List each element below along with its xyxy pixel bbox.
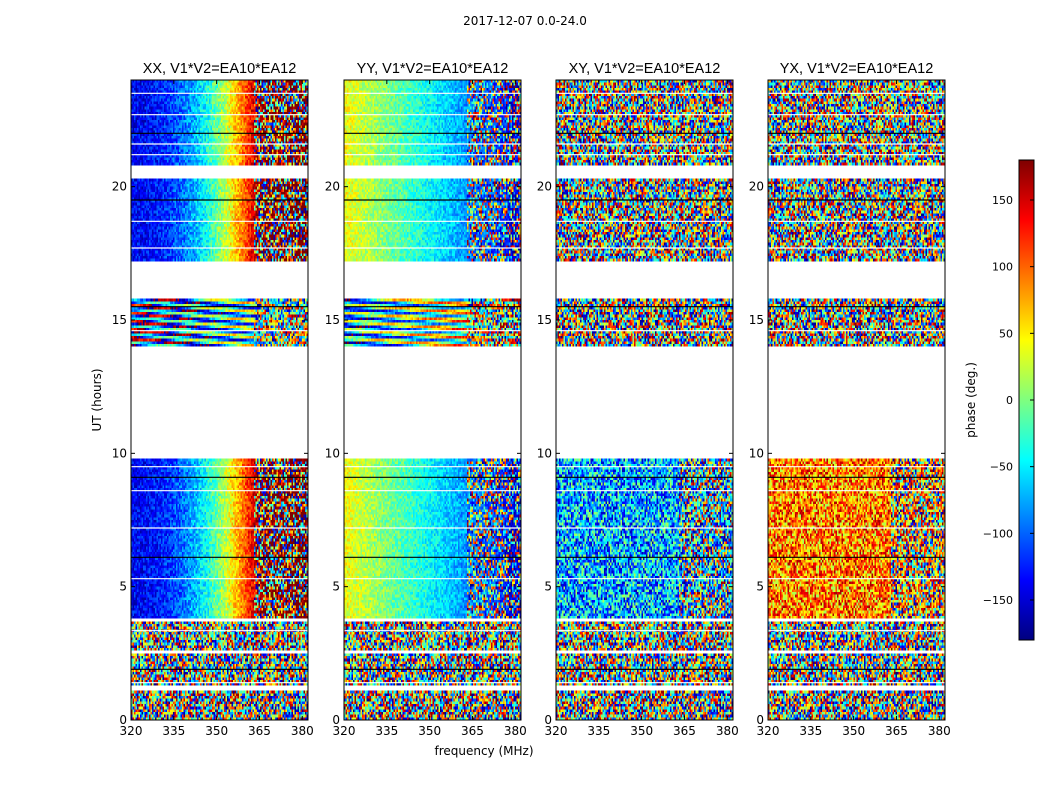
- y-tick-label: 20: [537, 180, 552, 194]
- x-tick-label: 365: [461, 724, 484, 738]
- x-tick-label: 350: [630, 724, 653, 738]
- y-tick-label: 0: [756, 713, 764, 727]
- y-tick-label: 20: [112, 180, 127, 194]
- heatmap-image: [131, 80, 308, 720]
- x-tick-label: 335: [799, 724, 822, 738]
- x-tick-label: 365: [673, 724, 696, 738]
- x-tick-label: 380: [504, 724, 527, 738]
- x-tick-label: 320: [333, 724, 356, 738]
- y-tick-label: 10: [537, 446, 552, 460]
- x-tick-label: 335: [162, 724, 185, 738]
- y-axis-label: UT (hours): [90, 368, 104, 431]
- axes-frame: [343, 79, 522, 721]
- y-tick-label: 15: [112, 313, 127, 327]
- x-tick-label: 350: [842, 724, 865, 738]
- colorbar-tick-label: 50: [999, 327, 1013, 340]
- y-tick-label: 5: [756, 580, 764, 594]
- x-tick-label: 380: [716, 724, 739, 738]
- panel-2: YY, V1*V2=EA10*EA12 320 335 350 365 380 0 5 10 15…: [325, 61, 527, 738]
- y-tick-label: 15: [325, 313, 340, 327]
- x-tick-label: 365: [248, 724, 271, 738]
- colorbar-tick-label: 0: [1006, 394, 1013, 407]
- colorbar-label: phase (deg.): [964, 362, 978, 438]
- y-tick-label: 10: [749, 446, 764, 460]
- x-axis-label: frequency (MHz): [434, 744, 533, 758]
- panel-4: YX, V1*V2=EA10*EA12 320 335 350 365 380 0 5 10 15…: [749, 61, 951, 738]
- x-tick-label: 365: [885, 724, 908, 738]
- y-tick-label: 0: [544, 713, 552, 727]
- y-tick-label: 5: [332, 580, 340, 594]
- panels-group: XX, V1*V2=EA10*EA12 320 335 350 365 380 0 5 10 15…: [112, 61, 951, 738]
- x-tick-label: 320: [120, 724, 143, 738]
- y-tick-label: 15: [537, 313, 552, 327]
- y-tick-label: 0: [119, 713, 127, 727]
- panel-3: XY, V1*V2=EA10*EA12 320 335 350 365 380 0 5 10 15…: [537, 61, 739, 738]
- y-tick-label: 15: [749, 313, 764, 327]
- y-tick-label: 10: [112, 446, 127, 460]
- panel-1: XX, V1*V2=EA10*EA12 320 335 350 365 380 0 5 10 15…: [112, 61, 314, 738]
- axes-frame: [555, 79, 734, 721]
- axes-frame: [130, 79, 309, 721]
- y-tick-label: 20: [325, 180, 340, 194]
- heatmap-image: [344, 80, 521, 720]
- heatmap-image: [768, 80, 945, 720]
- y-tick-label: 5: [544, 580, 552, 594]
- x-tick-label: 380: [928, 724, 951, 738]
- y-tick-label: 0: [332, 713, 340, 727]
- x-tick-label: 380: [291, 724, 314, 738]
- y-tick-label: 20: [749, 180, 764, 194]
- x-tick-label: 335: [587, 724, 610, 738]
- x-tick-label: 350: [205, 724, 228, 738]
- panel-title: XY, V1*V2=EA10*EA12: [569, 61, 721, 77]
- colorbar: 150 100 50 0 −50 −100 −150 phase (deg.): [964, 159, 1035, 641]
- panel-title: XX, V1*V2=EA10*EA12: [143, 61, 297, 77]
- colorbar-tick-label: 150: [992, 194, 1013, 207]
- y-tick-label: 5: [119, 580, 127, 594]
- y-tick-label: 10: [325, 446, 340, 460]
- axes-frame: [767, 79, 946, 721]
- heatmap-image: [556, 80, 733, 720]
- x-tick-label: 320: [545, 724, 568, 738]
- colorbar-tick-label: 100: [992, 261, 1013, 274]
- x-tick-label: 335: [375, 724, 398, 738]
- colorbar-tick-label: −50: [990, 461, 1013, 474]
- figure-title: 2017-12-07 0.0-24.0: [463, 14, 587, 28]
- panel-title: YX, V1*V2=EA10*EA12: [780, 61, 934, 77]
- x-tick-label: 350: [418, 724, 441, 738]
- panel-title: YY, V1*V2=EA10*EA12: [357, 61, 509, 77]
- colorbar-tick-label: −150: [983, 594, 1013, 607]
- axis-labels: frequency (MHz) UT (hours): [90, 368, 534, 758]
- colorbar-tick-label: −100: [983, 527, 1013, 540]
- x-tick-label: 320: [757, 724, 780, 738]
